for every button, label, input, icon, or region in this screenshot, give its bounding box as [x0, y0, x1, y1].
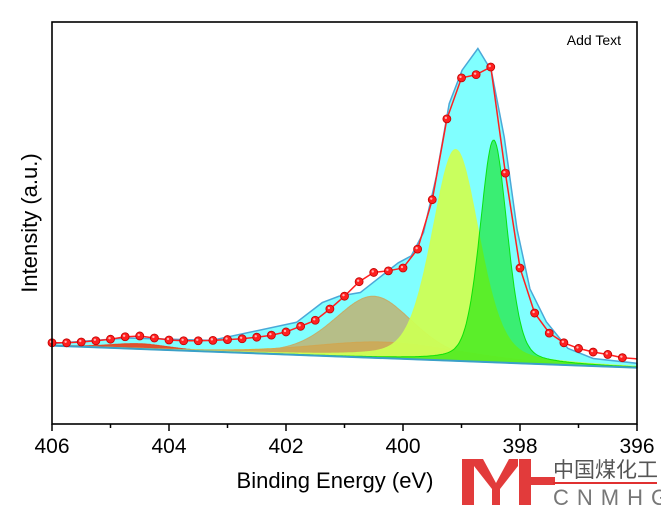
- data-point: [530, 308, 540, 318]
- data-point: [252, 332, 262, 342]
- data-point: [500, 168, 510, 178]
- x-tick-label: 402: [268, 435, 303, 458]
- data-point-highlight: [298, 324, 301, 327]
- data-point: [427, 195, 437, 205]
- data-point: [223, 335, 232, 344]
- data-point: [413, 244, 423, 254]
- data-point: [310, 315, 320, 325]
- annotation-add-text[interactable]: Add Text: [567, 32, 621, 48]
- data-point-highlight: [459, 75, 462, 79]
- baseline-line: [51, 344, 638, 369]
- data-point-highlight: [430, 197, 433, 200]
- data-point: [588, 347, 598, 357]
- data-point: [164, 335, 174, 345]
- data-point: [62, 338, 72, 348]
- data-point: [135, 331, 145, 341]
- data-point-highlight: [371, 270, 374, 273]
- x-tick-label: 404: [151, 435, 186, 458]
- data-point: [442, 114, 452, 124]
- data-point: [91, 336, 101, 346]
- data-point: [106, 334, 115, 344]
- data-point: [354, 277, 364, 287]
- data-point: [515, 263, 525, 273]
- data-point-highlight: [503, 170, 506, 174]
- data-point-highlight: [590, 349, 594, 353]
- data-point: [76, 337, 86, 347]
- data-point: [544, 328, 554, 338]
- data-point-highlight: [342, 293, 345, 297]
- data-point-highlight: [517, 265, 521, 269]
- data-point-highlight: [473, 72, 477, 75]
- data-point: [325, 304, 335, 314]
- y-axis-title: Intensity (a.u.): [17, 153, 42, 292]
- data-point: [471, 70, 481, 80]
- data-point: [369, 268, 379, 277]
- data-point-highlight: [327, 306, 331, 310]
- data-point-highlight: [415, 246, 418, 250]
- data-point-highlight: [400, 265, 404, 269]
- component-fills: [51, 47, 638, 369]
- data-point: [457, 73, 466, 83]
- data-point-highlight: [152, 335, 155, 339]
- data-point: [120, 332, 130, 342]
- data-point-highlight: [93, 338, 97, 341]
- x-axis-title: Binding Energy (eV): [237, 468, 434, 493]
- data-point: [340, 291, 349, 301]
- data-point-highlight: [225, 337, 228, 340]
- data-point-highlight: [137, 333, 140, 337]
- data-point-highlight: [444, 116, 448, 120]
- logo-divider: [553, 482, 657, 484]
- data-point-highlight: [605, 352, 608, 355]
- data-point-highlight: [79, 339, 82, 343]
- data-point: [559, 338, 569, 348]
- data-point: [296, 321, 306, 331]
- data-point-highlight: [108, 336, 111, 340]
- data-point-highlight: [122, 334, 126, 337]
- data-point: [398, 263, 408, 273]
- x-tick-label: 406: [34, 435, 69, 458]
- data-point: [193, 336, 203, 346]
- data-point-highlight: [210, 338, 214, 341]
- data-point-highlight: [356, 279, 360, 282]
- data-point: [237, 334, 247, 344]
- data-point: [603, 350, 613, 359]
- data-point-highlight: [313, 318, 316, 321]
- data-point: [149, 333, 159, 343]
- x-ticks: 406 404 402 400 398 396: [34, 424, 655, 458]
- data-point-highlight: [488, 64, 491, 68]
- data-point: [617, 353, 627, 363]
- data-point: [486, 62, 496, 72]
- data-point-highlight: [547, 330, 550, 334]
- data-point: [179, 336, 189, 346]
- data-point: [574, 344, 583, 353]
- data-point-highlight: [254, 334, 257, 338]
- watermark-logo: 中国煤化工 CNMHG: [462, 459, 661, 507]
- data-point-highlight: [386, 268, 389, 272]
- data-point-highlight: [196, 338, 199, 341]
- logo-english-text: CNMHG: [553, 485, 661, 507]
- data-point-highlight: [576, 346, 579, 349]
- data-point-highlight: [283, 329, 287, 333]
- x-tick-label: 398: [502, 435, 537, 458]
- data-point-highlight: [532, 310, 535, 314]
- data-point-highlight: [64, 340, 67, 343]
- data-point: [208, 335, 218, 345]
- data-point-highlight: [181, 338, 184, 341]
- data-point: [281, 327, 291, 337]
- x-tick-label: 396: [619, 435, 654, 458]
- data-point-highlight: [166, 337, 170, 341]
- logo-chinese-text: 中国煤化工: [553, 459, 658, 482]
- data-point-highlight: [620, 355, 623, 358]
- data-point: [266, 330, 276, 340]
- data-point-highlight: [269, 332, 272, 336]
- data-point-highlight: [561, 340, 565, 343]
- data-point-highlight: [239, 336, 243, 339]
- logo-mh-mark: [462, 459, 555, 505]
- x-tick-label: 400: [385, 435, 420, 458]
- data-point: [383, 266, 393, 276]
